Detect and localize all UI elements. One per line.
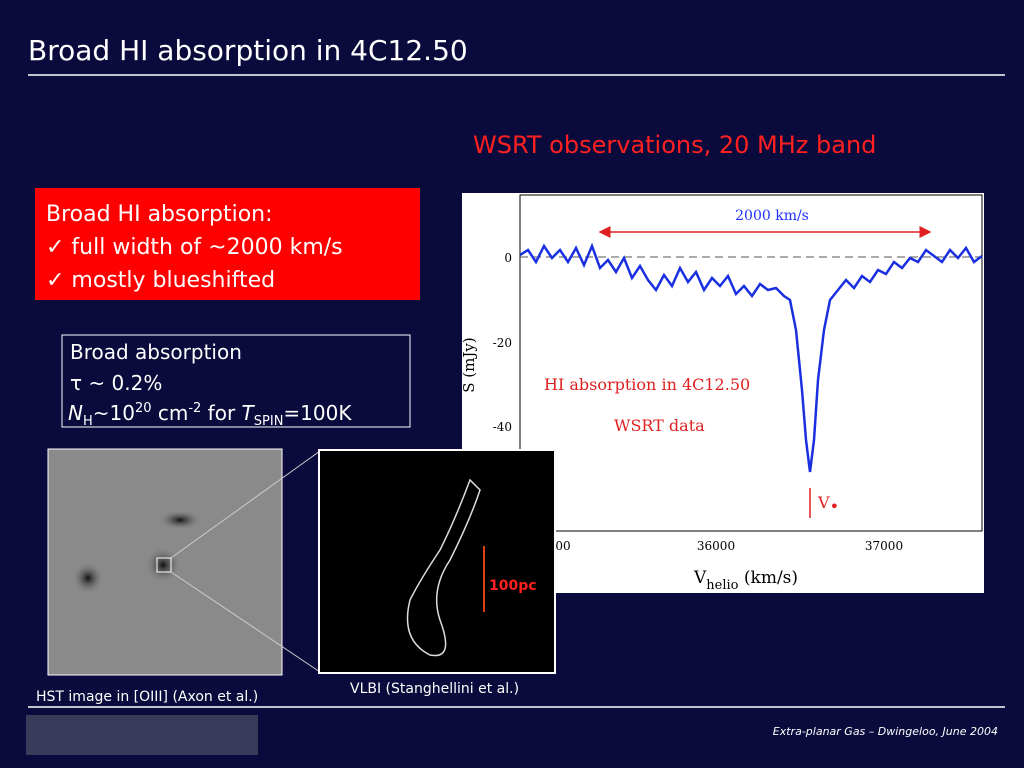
x-tick-label: 37000 — [865, 539, 903, 553]
text: ~10 — [93, 401, 135, 425]
zoom-line — [170, 450, 321, 559]
info-box — [61, 334, 411, 428]
unit: (km/s) — [739, 568, 799, 588]
info-line: Broad absorption — [70, 340, 242, 364]
logo — [26, 715, 258, 755]
y-tick-label: 0 — [504, 251, 512, 265]
x-tick-label: 36000 — [697, 539, 735, 553]
subtitle: WSRT observations, 20 MHz band — [473, 131, 876, 159]
x-axis-label: Vhelio (km/s) — [693, 568, 798, 593]
plot-title: HI absorption in 4C12.50 — [544, 375, 750, 394]
blob — [72, 562, 104, 594]
v: V — [817, 493, 830, 512]
highlight-box — [35, 188, 420, 300]
info-line: τ ~ 0.2% — [70, 371, 162, 395]
vlbi-image — [318, 449, 556, 674]
x-tick-label: 00 — [555, 539, 570, 553]
v: V — [693, 568, 707, 588]
sub: H — [83, 414, 93, 429]
highlight-line: ✓ full width of ~2000 km/s — [46, 235, 343, 260]
title: Broad HI absorption in 4C12.50 — [28, 34, 468, 67]
y-tick-label: -20 — [493, 336, 512, 350]
zoom-line — [170, 571, 321, 673]
caption: VLBI (Stanghellini et al.) — [350, 681, 519, 697]
y-axis-label: S (mJy) — [460, 337, 478, 392]
t: T — [242, 401, 256, 425]
plot-subtitle: WSRT data — [614, 416, 705, 435]
footer: Extra-planar Gas – Dwingeloo, June 2004 — [773, 725, 998, 738]
spectrum — [519, 242, 983, 473]
sup: -2 — [188, 401, 201, 416]
blob — [158, 510, 202, 530]
y-tick-label: -40 — [493, 420, 512, 434]
zoom-box — [156, 557, 172, 573]
text: cm — [152, 401, 189, 425]
sup: 20 — [135, 401, 152, 416]
v-label: V• — [817, 493, 839, 516]
highlight-line: ✓ mostly blueshifted — [46, 268, 275, 293]
text: for — [201, 401, 241, 425]
plot-frame — [519, 194, 983, 532]
n: N — [68, 401, 83, 425]
sub: helio — [706, 578, 738, 593]
scale-label: 100pc — [489, 578, 537, 594]
caption: HST image in [OIII] (Axon et al.) — [36, 689, 258, 705]
sub: SPIN — [254, 414, 284, 429]
star: • — [830, 497, 839, 516]
info-line: NH~1020 cm-2 for TSPIN=100K — [68, 401, 352, 429]
contours — [406, 478, 481, 657]
highlight-line: Broad HI absorption: — [46, 202, 273, 227]
blob — [145, 547, 181, 583]
width-label: 2000 km/s — [735, 208, 809, 224]
text: =100K — [283, 401, 352, 425]
